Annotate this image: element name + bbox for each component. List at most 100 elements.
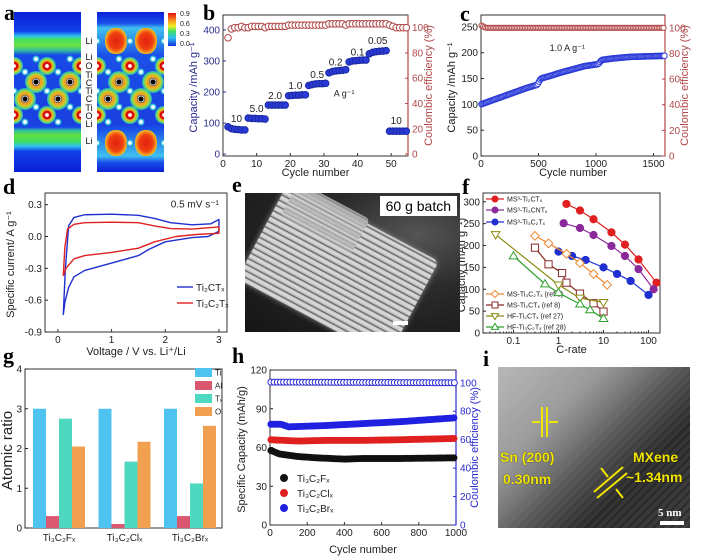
x-tick-label: 0.1 (507, 336, 521, 347)
y-axis-label: Atomic ratio (0, 411, 16, 490)
bar (124, 461, 138, 528)
x-tick-label: 2 (162, 335, 168, 346)
li-atom (97, 139, 101, 147)
data-point (599, 263, 608, 272)
ce-point (402, 23, 411, 32)
y2-tick-label: 60 (669, 75, 681, 86)
data-point (598, 313, 609, 322)
sem-image: 60 g batch (245, 193, 460, 332)
y2-tick-label: 0 (669, 152, 675, 163)
li-atom (77, 87, 81, 95)
li-atom (126, 87, 134, 95)
y-tick-label: 150 (461, 74, 478, 85)
ti-atom (21, 95, 29, 103)
y2-tick-label: 100 (460, 378, 477, 389)
plot-frame (482, 192, 661, 334)
data-point (508, 250, 519, 260)
rate-label: 0.05 (368, 36, 388, 47)
y2-axis-label: Coulombic efficiency (%) (469, 387, 481, 508)
x-axis-label: Voltage / V vs. Li⁺/Li (86, 346, 185, 358)
current-density-label: 1.0 A g⁻¹ (550, 43, 585, 53)
data-point (561, 248, 572, 259)
li-atom (97, 37, 101, 45)
charge-blob (105, 130, 127, 156)
plot-frame (44, 192, 228, 333)
panel-label-i: i (483, 346, 490, 371)
data-point (530, 243, 540, 252)
y-axis-label: Specific current/ A g⁻¹ (5, 211, 17, 318)
y-tick-label: 100 (463, 285, 480, 296)
y2-tick-label: 80 (669, 49, 681, 60)
data-point (602, 279, 613, 290)
legend-label: Ti₃C₂Tₓ (196, 299, 229, 310)
ti-atom (54, 95, 62, 103)
rate-label: 10 (231, 114, 243, 125)
y2-tick-label: 80 (412, 48, 424, 59)
ti-atom (137, 95, 145, 103)
li-atom (126, 37, 134, 45)
y-tick-label: 100 (461, 100, 478, 111)
data-point (607, 241, 616, 251)
y-tick-label: 0 (16, 524, 22, 535)
data-point (559, 219, 568, 228)
y-tick-label: 0 (472, 152, 478, 163)
o-atom (42, 61, 52, 71)
y2-tick-label: 60 (460, 435, 472, 446)
mxene-fringe-line (596, 472, 628, 499)
x-tick-label: 10 (251, 159, 263, 170)
x-tick-label: 100 (640, 336, 657, 347)
charge-density-map-right (97, 12, 164, 172)
y2-tick-label: 20 (669, 126, 681, 137)
legend-label: O (215, 408, 221, 417)
y2-tick-label: 40 (460, 464, 472, 475)
x-tick-label: 0 (267, 528, 273, 539)
x-tick-label: 1000 (445, 528, 468, 539)
x-tick-label: 20 (285, 159, 297, 170)
data-point (543, 238, 554, 249)
li-atom (32, 103, 40, 111)
mxene-spacing: ~1.34nm (626, 469, 683, 485)
layer-label: C (85, 94, 93, 104)
li-atom (32, 55, 40, 63)
y-tick-label: 0.3 (28, 200, 42, 211)
data-point (529, 230, 541, 241)
panel-label-a: a (4, 0, 15, 25)
o-halo (97, 106, 106, 124)
y2-tick-label: 100 (669, 23, 686, 34)
o-atom (42, 110, 52, 120)
data-point (575, 223, 585, 233)
legend-label: HF-Ti₂CTₓ (ref 27) (507, 314, 563, 321)
legend-marker (490, 289, 500, 299)
data-point (598, 298, 609, 308)
y2-tick-label: 60 (412, 74, 424, 85)
x-axis-label: Cycle number (329, 544, 397, 556)
data-point (612, 269, 622, 279)
charge-blob (135, 130, 157, 156)
li-atom (14, 87, 18, 95)
li-label: Li (85, 36, 93, 46)
colorbar-tick: 0.9 (180, 11, 190, 18)
capacity-point (341, 65, 350, 74)
y-tick-label: 400 (203, 25, 220, 36)
legend-label: Ti (215, 369, 222, 378)
bar (203, 425, 216, 528)
ce-point (450, 379, 458, 387)
x-tick-label: 3 (216, 335, 222, 346)
li-atom (149, 55, 157, 63)
data-point (620, 251, 630, 261)
li-atom (104, 118, 112, 126)
charge-density-map-left (14, 12, 81, 172)
y-tick-label: 0 (474, 329, 480, 340)
bar (164, 408, 177, 528)
y-tick-label: 60 (256, 443, 268, 454)
capacity-point (450, 454, 458, 462)
x-tick-label: 0 (478, 159, 484, 170)
y-tick-label: -0.3 (25, 264, 43, 275)
ti-atom (32, 78, 40, 86)
li-atom (160, 139, 164, 147)
x-tick-label: 1500 (642, 159, 665, 170)
layer-label: Ti (85, 86, 93, 96)
legend-marker (491, 218, 499, 226)
layer-label: O (85, 111, 93, 121)
data-point (644, 290, 653, 300)
